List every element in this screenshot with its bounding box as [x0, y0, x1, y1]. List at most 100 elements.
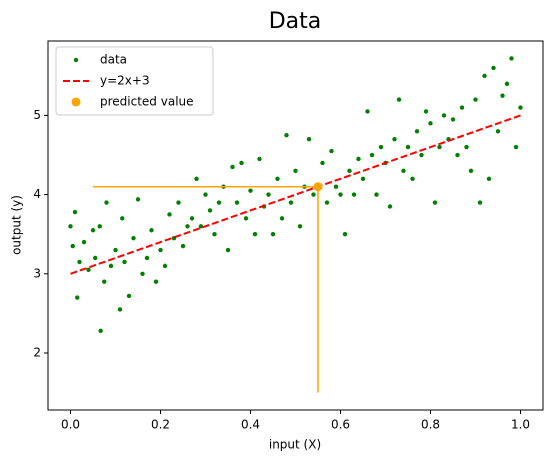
data-point: [405, 144, 411, 150]
data-point: [293, 168, 298, 174]
data-point: [98, 328, 103, 334]
data-point: [216, 200, 222, 205]
data-point: [75, 295, 80, 300]
data-point: [396, 97, 402, 102]
legend-marker: [73, 57, 79, 63]
data-point: [513, 144, 519, 150]
data-point: [153, 279, 159, 284]
data-point: [450, 117, 456, 122]
chart-title: Data: [269, 9, 322, 34]
data-point: [167, 212, 172, 217]
data-point: [374, 192, 379, 197]
data-point: [360, 176, 366, 181]
data-point: [401, 168, 406, 174]
data-point: [239, 160, 244, 166]
data-point: [90, 228, 96, 233]
data-point: [140, 271, 145, 277]
data-point: [72, 209, 78, 215]
x-tick-label: 1.0: [511, 418, 530, 432]
data-point: [437, 144, 442, 150]
data-point: [459, 105, 465, 110]
data-point: [97, 224, 102, 229]
data-point: [117, 307, 123, 312]
data-point: [275, 176, 280, 181]
legend-marker: [71, 97, 81, 107]
data-point: [122, 259, 127, 265]
x-axis-label: input (X): [269, 438, 321, 452]
data-point: [365, 109, 370, 114]
data-point: [288, 200, 294, 205]
data-point: [113, 247, 118, 253]
data-point: [212, 232, 217, 237]
y-tick-label: 5: [33, 108, 41, 122]
data-point: [392, 136, 397, 142]
data-point: [108, 263, 114, 269]
data-point: [207, 208, 213, 213]
data-point: [203, 192, 208, 197]
x-tick-label: 0.8: [421, 418, 440, 432]
data-point: [225, 247, 231, 253]
data-point: [464, 144, 469, 150]
data-point: [482, 73, 487, 79]
x-tick-label: 0.2: [151, 418, 170, 432]
data-point: [93, 255, 98, 261]
data-point: [486, 176, 492, 181]
data-point: [455, 152, 460, 158]
data-point: [369, 152, 375, 158]
data-point: [333, 184, 339, 189]
data-point: [279, 216, 285, 221]
plot-frame: [47, 40, 544, 411]
data-point: [144, 255, 150, 261]
data-point: [410, 176, 415, 181]
data-point: [158, 247, 163, 253]
data-point: [185, 224, 190, 229]
data-point: [351, 192, 357, 197]
data-point: [77, 259, 82, 265]
data-point: [68, 224, 73, 229]
data-point: [428, 121, 433, 126]
data-point: [378, 144, 384, 150]
predicted-point: [313, 182, 323, 192]
y-axis-label: output (y): [10, 195, 24, 255]
data-point: [414, 129, 420, 134]
fit-line: [70, 114, 521, 275]
data-point: [347, 168, 352, 174]
x-tick-label: 0.6: [331, 418, 350, 432]
data-point: [234, 200, 240, 205]
data-point: [473, 97, 478, 102]
data-point: [423, 109, 429, 114]
legend-label: predicted value: [100, 95, 194, 109]
data-point: [266, 192, 271, 197]
data-point: [468, 168, 474, 174]
y-tick-label: 3: [33, 266, 41, 280]
data-point: [131, 235, 136, 241]
data-point: [432, 200, 438, 205]
legend-box: [55, 46, 214, 116]
data-point: [495, 129, 501, 134]
data-point: [198, 224, 204, 229]
data-point: [194, 176, 199, 181]
data-point: [500, 93, 505, 98]
data-point: [342, 232, 348, 237]
legend-label: y=2x+3: [100, 74, 150, 88]
data-point: [176, 200, 181, 205]
legend-label: data: [100, 53, 127, 67]
data-point: [504, 81, 510, 86]
data-point: [324, 200, 330, 205]
data-point: [81, 239, 87, 245]
y-tick-label: 4: [33, 187, 41, 201]
data-point: [387, 204, 393, 209]
data-point: [135, 197, 141, 202]
data-point: [338, 192, 343, 197]
data-point: [70, 243, 75, 249]
data-point: [189, 216, 195, 221]
data-point: [441, 113, 447, 118]
data-point: [270, 232, 276, 237]
data-point: [126, 293, 132, 299]
data-point: [102, 279, 107, 284]
data-point: [257, 156, 262, 162]
data-point: [518, 105, 523, 110]
data-point: [477, 200, 483, 205]
